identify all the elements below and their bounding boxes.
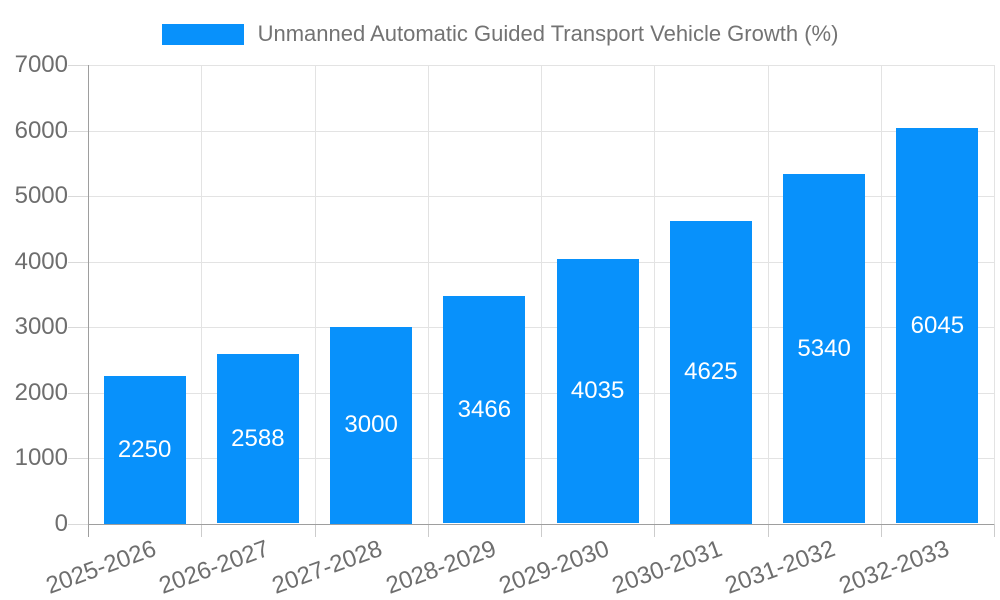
bar — [896, 127, 979, 524]
y-axis-tick — [68, 130, 88, 132]
x-gridline — [994, 65, 995, 524]
bar — [103, 376, 186, 524]
x-axis-tick — [541, 523, 542, 537]
bar-value-label: 4035 — [570, 377, 625, 405]
bar — [556, 259, 639, 524]
y-axis-tick — [68, 458, 88, 459]
x-axis-tick — [314, 523, 316, 537]
x-axis-tick — [201, 523, 203, 537]
y-tick-label: 0 — [54, 509, 68, 537]
x-gridline — [767, 65, 769, 524]
x-axis-tick — [880, 523, 882, 537]
x-gridline — [201, 65, 203, 524]
x-category-label: 2030-2031 — [608, 535, 726, 600]
bar — [783, 173, 866, 524]
x-category-label: 2029-2030 — [495, 535, 613, 600]
y-axis-tick — [68, 392, 88, 394]
y-tick-label: 2000 — [14, 378, 68, 406]
bar — [216, 353, 299, 524]
x-category-label: 2027-2028 — [268, 535, 387, 600]
y-axis-tick — [68, 196, 88, 197]
bar-value-label: 2588 — [231, 424, 285, 452]
x-gridline — [880, 65, 882, 524]
y-tick-label: 4000 — [14, 247, 68, 275]
x-category-label: 2025-2026 — [42, 535, 160, 600]
x-category-label: 2032-2033 — [835, 535, 953, 600]
y-axis-line — [88, 65, 89, 537]
legend[interactable]: Unmanned Automatic Guided Transport Vehi… — [0, 21, 1000, 47]
y-axis-tick — [68, 65, 88, 66]
y-tick-label: 6000 — [14, 116, 68, 144]
x-gridline — [427, 65, 429, 524]
y-axis-tick — [68, 261, 88, 263]
y-tick-label: 7000 — [14, 51, 68, 78]
y-tick-label: 3000 — [14, 313, 68, 340]
x-gridline — [654, 65, 656, 524]
y-axis-tick — [68, 327, 88, 328]
bar — [669, 220, 752, 524]
x-category-label: 2028-2029 — [382, 535, 500, 600]
x-axis-tick — [767, 523, 769, 537]
bar-value-label: 3466 — [457, 395, 512, 423]
x-axis-tick — [427, 523, 429, 537]
legend-swatch-icon — [161, 23, 244, 45]
y-axis-tick — [68, 523, 88, 525]
x-category-label: 2026-2027 — [155, 535, 273, 600]
bar-value-label: 6045 — [910, 311, 965, 339]
bar — [330, 327, 413, 524]
x-category-label: 2031-2032 — [721, 535, 840, 600]
bar-value-label: 4625 — [684, 358, 738, 386]
bar-value-label: 3000 — [344, 411, 398, 439]
x-gridline — [541, 65, 542, 524]
x-axis-tick — [654, 523, 656, 537]
legend-label: Unmanned Automatic Guided Transport Vehi… — [257, 21, 839, 46]
x-gridline — [314, 65, 316, 524]
x-axis-line — [88, 523, 994, 525]
bar — [443, 296, 526, 524]
x-axis-tick — [994, 523, 995, 537]
bar-value-label: 5340 — [797, 334, 851, 362]
y-tick-label: 5000 — [14, 182, 68, 209]
bar-value-label: 2250 — [117, 435, 172, 463]
y-tick-label: 1000 — [14, 444, 68, 471]
